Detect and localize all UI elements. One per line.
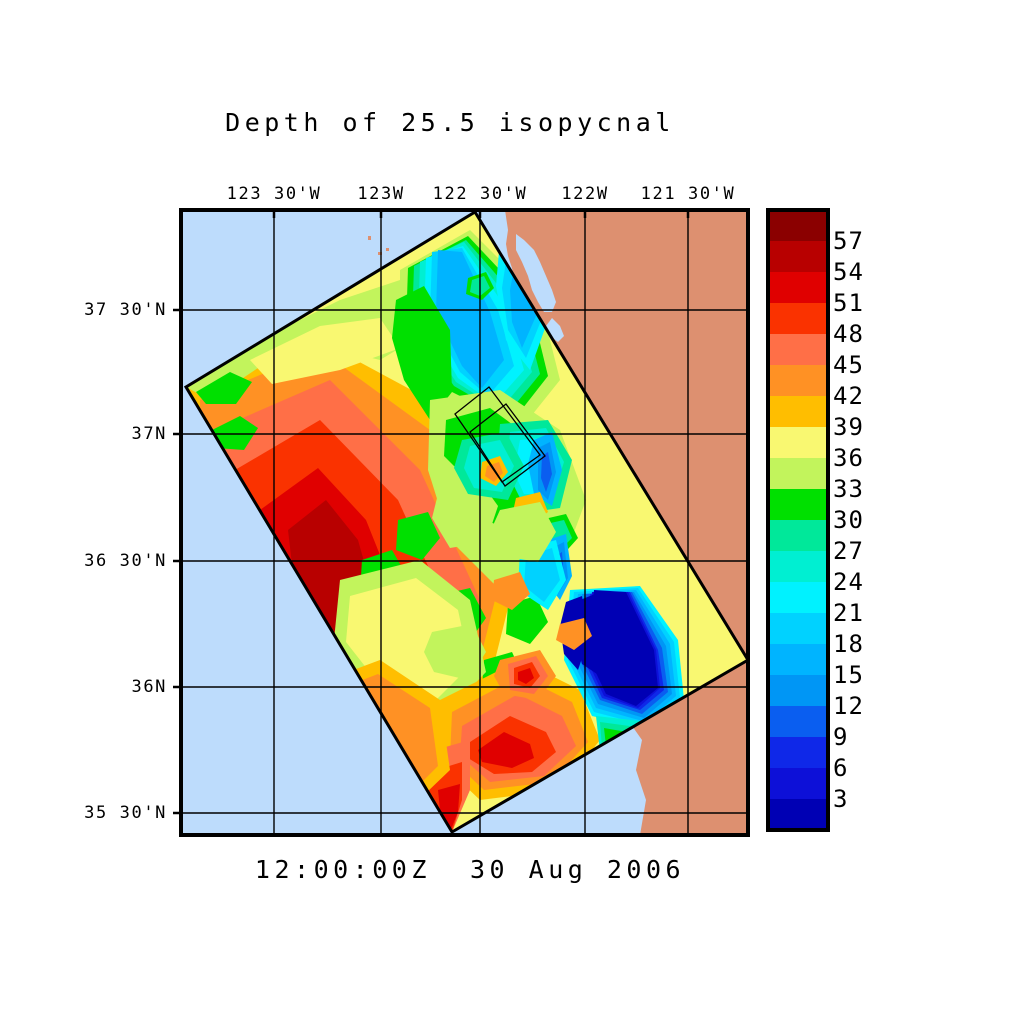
colorbar-tick-label: 12 (833, 692, 864, 720)
colorbar-band (768, 675, 828, 707)
x-tick-label: 123 30'W (226, 184, 322, 204)
colorbar-band (768, 241, 828, 273)
timestamp-label: 12:00:00Z 30 Aug 2006 (254, 855, 686, 884)
colorbar-band (768, 365, 828, 397)
x-tick-label: 121 30'W (640, 184, 736, 204)
y-axis-tick-labels: 37 30'N 37N 36 30'N 36N 35 30'N (0, 210, 175, 835)
colorbar-tick-label: 42 (833, 382, 864, 410)
nested-domain-box-2 (469, 403, 546, 487)
colorbar-band (768, 303, 828, 335)
colorbar-band (768, 427, 828, 459)
colorbar-band (768, 768, 828, 800)
colorbar-tick-label: 9 (833, 723, 849, 751)
colorbar-tick-label: 45 (833, 351, 864, 379)
colorbar-band (768, 551, 828, 583)
colorbar-band (768, 210, 828, 242)
colorbar-tick-label: 57 (833, 227, 864, 255)
colorbar-band (768, 458, 828, 490)
model-domain-outline (183, 210, 748, 835)
colorbar-tick-label: 30 (833, 506, 864, 534)
colorbar-band (768, 334, 828, 366)
colorbar-band (768, 737, 828, 769)
y-tick-label: 37 30'N (84, 300, 167, 320)
colorbar-tick-label: 24 (833, 568, 864, 596)
colorbar-tick-label: 21 (833, 599, 864, 627)
colorbar-tick-label: 39 (833, 413, 864, 441)
x-axis-tick-labels: 123 30'W 123W 122 30'W 122W 121 30'W (181, 184, 748, 206)
colorbar-tick-label: 54 (833, 258, 864, 286)
colorbar-band (768, 396, 828, 428)
y-tick-label: 36N (131, 677, 167, 697)
x-tick-label: 122 30'W (432, 184, 528, 204)
colorbar-tick-label: 27 (833, 537, 864, 565)
colorbar-band (768, 706, 828, 738)
colorbar-tick-label: 36 (833, 444, 864, 472)
colorbar-tick-label: 33 (833, 475, 864, 503)
colorbar-tick-label: 48 (833, 320, 864, 348)
colorbar-tick-label: 51 (833, 289, 864, 317)
colorbar-band (768, 613, 828, 645)
colorbar-band (768, 520, 828, 552)
colorbar-frame (766, 208, 830, 832)
x-tick-label: 122W (561, 184, 609, 204)
colorbar-band (768, 799, 828, 831)
colorbar-tick-label: 15 (833, 661, 864, 689)
colorbar-band (768, 582, 828, 614)
colorbar-tick-labels: 57 54 51 48 45 42 39 36 33 30 27 24 21 1… (833, 210, 913, 835)
colorbar-tick-label: 18 (833, 630, 864, 658)
page-title: Depth of 25.5 isopycnal (225, 108, 675, 137)
colorbar (766, 208, 830, 832)
colorbar-band (768, 489, 828, 521)
colorbar-band (768, 644, 828, 676)
colorbar-tick-label: 3 (833, 785, 849, 813)
colorbar-tick-label: 6 (833, 754, 849, 782)
y-tick-label: 35 30'N (84, 803, 167, 823)
y-tick-label: 37N (131, 424, 167, 444)
axis-ticks (173, 210, 690, 815)
x-tick-label: 123W (357, 184, 405, 204)
colorbar-band (768, 272, 828, 304)
map-frame (179, 208, 750, 837)
map-gridlines (181, 210, 748, 835)
y-tick-label: 36 30'N (84, 551, 167, 571)
